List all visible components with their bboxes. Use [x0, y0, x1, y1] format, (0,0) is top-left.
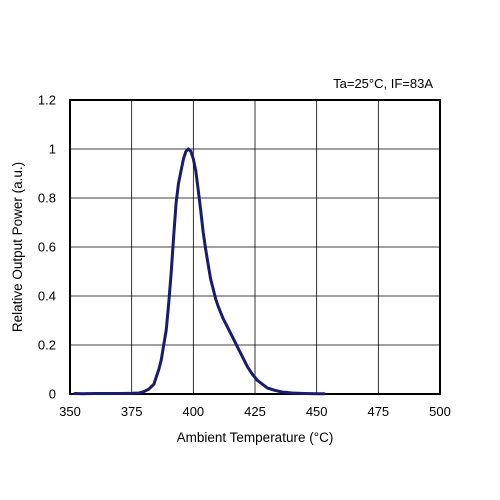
y-tick-label: 0 [49, 387, 56, 402]
x-tick-label: 400 [182, 404, 204, 419]
grid-lines [70, 100, 440, 394]
series-layer [73, 147, 326, 396]
x-tick-label: 500 [429, 404, 451, 419]
y-tick-labels: 0 0.2 0.4 0.6 0.8 1 1.2 [38, 93, 56, 402]
y-axis-title: Relative Output Power (a.u.) [10, 162, 25, 332]
x-tick-label: 350 [59, 404, 81, 419]
series-line [73, 147, 326, 396]
x-tick-label: 450 [306, 404, 328, 419]
x-tick-label: 475 [367, 404, 389, 419]
y-tick-label: 0.6 [38, 240, 56, 255]
y-tick-label: 0.4 [38, 289, 56, 304]
y-tick-label: 0.8 [38, 191, 56, 206]
x-tick-label: 375 [121, 404, 143, 419]
y-tick-label: 1 [49, 142, 56, 157]
y-tick-label: 0.2 [38, 338, 56, 353]
chart-annotation: Ta=25°C, IF=83A [333, 76, 433, 91]
x-tick-label: 425 [244, 404, 266, 419]
x-axis-title: Ambient Temperature (°C) [177, 430, 334, 445]
x-tick-labels: 350 375 400 425 450 475 500 [59, 404, 451, 419]
y-tick-label: 1.2 [38, 93, 56, 108]
plot-frame [69, 99, 441, 395]
